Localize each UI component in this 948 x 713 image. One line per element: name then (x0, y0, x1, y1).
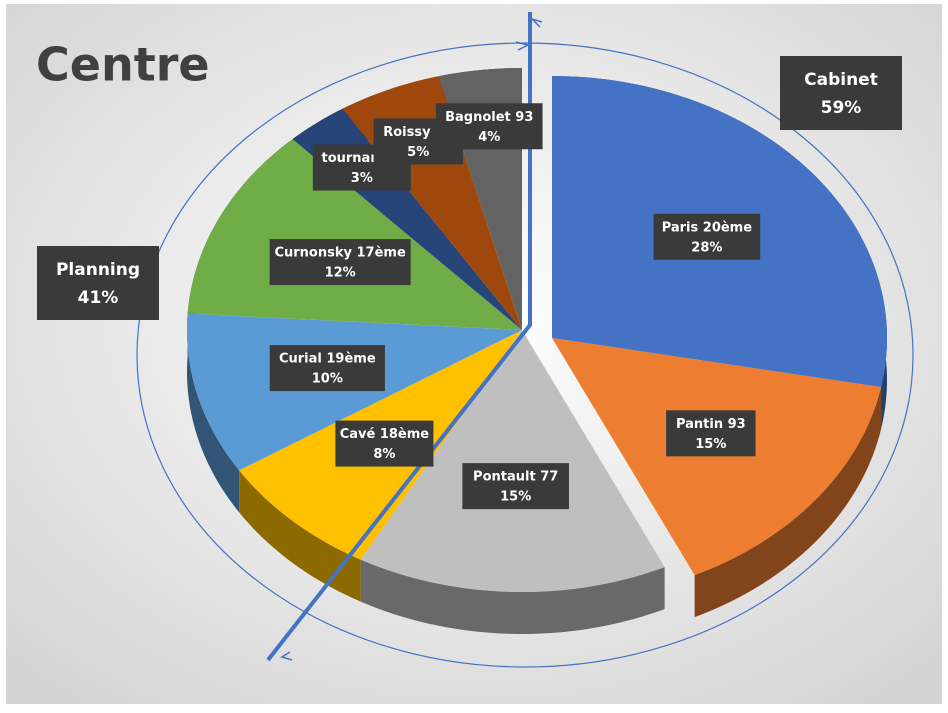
slice (360, 330, 665, 592)
data-label-value: 5% (407, 145, 429, 160)
arrow (531, 18, 543, 28)
arrow (515, 41, 531, 51)
data-label-box (435, 103, 543, 150)
data-label-name: Paris 20ème (662, 220, 753, 235)
data-label-name: Bagnolet 93 (445, 110, 533, 125)
group-ellipse (136, 42, 914, 668)
slice-side (239, 470, 361, 602)
data-label-name: Roissy 77 (383, 125, 453, 140)
data-label-box (653, 213, 761, 260)
data-label-name: Pontault 77 (473, 470, 558, 485)
slice-side (694, 387, 882, 618)
data-label-value: 3% (351, 171, 373, 186)
data-label-box (269, 239, 411, 286)
labels: Paris 20ème 28% Pantin 93 15% Pontault 77 15%… (269, 103, 761, 510)
data-label-value: 15% (695, 437, 726, 452)
data-label-value: 15% (500, 490, 531, 505)
chart-title: Centre (36, 38, 210, 92)
data-label-name: Cavé 18ème (340, 427, 430, 442)
annotation-label: Planning (56, 260, 140, 280)
annotation-box (780, 56, 902, 130)
data-label-name: Curial 19ème (279, 352, 376, 367)
arrow (280, 651, 293, 661)
slice (552, 338, 882, 576)
data-label-box (666, 410, 756, 457)
data-label-value: 10% (312, 372, 343, 387)
data-label-value: 8% (373, 447, 395, 462)
data-label-value: 4% (478, 130, 500, 145)
annotation-value: 59% (821, 98, 862, 118)
annotation-value: 41% (78, 288, 119, 308)
data-label-box (462, 463, 569, 510)
slice-side (360, 559, 665, 634)
slice-side (187, 313, 240, 513)
annotation-box (37, 246, 159, 320)
data-label-name: Curnonsky 17ème (274, 246, 405, 261)
data-label-box (335, 420, 434, 467)
annotation-label: Cabinet (804, 70, 878, 90)
data-label-box (269, 345, 385, 392)
data-label-value: 12% (325, 266, 356, 281)
data-label-name: Pantin 93 (676, 417, 746, 432)
data-label-value: 28% (691, 240, 722, 255)
